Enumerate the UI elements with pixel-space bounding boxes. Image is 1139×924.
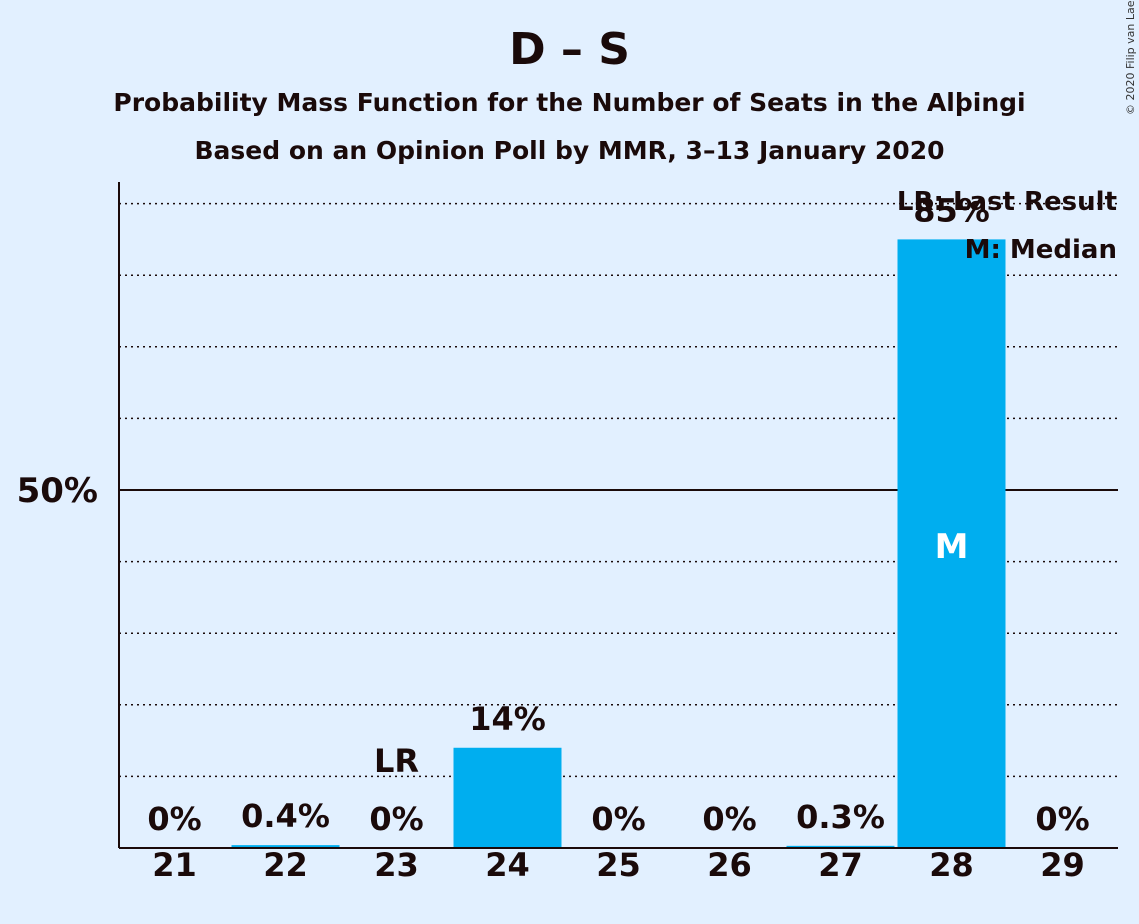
data-label-25: 0% [591, 800, 645, 838]
x-tick-label-28: 28 [929, 846, 974, 884]
legend-entry: M: Median [965, 235, 1117, 265]
data-label-21: 0% [147, 800, 201, 838]
data-label-29: 0% [1035, 800, 1089, 838]
chart-title: D – S [509, 24, 630, 75]
x-tick-label-26: 26 [707, 846, 752, 884]
y-tick-label: 50% [17, 471, 98, 511]
last-result-marker: LR [374, 742, 419, 780]
data-label-23: 0% [369, 800, 423, 838]
chart-source-line: Based on an Opinion Poll by MMR, 3–13 Ja… [194, 136, 945, 165]
median-marker: M [935, 527, 969, 567]
x-tick-label-29: 29 [1040, 846, 1085, 884]
data-label-22: 0.4% [241, 797, 330, 835]
bar-22 [231, 845, 340, 848]
data-label-26: 0% [702, 800, 756, 838]
x-tick-label-22: 22 [263, 846, 308, 884]
x-tick-label-23: 23 [374, 846, 419, 884]
data-label-28: 85% [913, 191, 990, 229]
x-tick-label-24: 24 [485, 846, 530, 884]
legend-entry: LR: Last Result [897, 187, 1117, 217]
x-tick-label-27: 27 [818, 846, 863, 884]
bar-27 [786, 845, 895, 848]
data-label-24: 14% [469, 700, 546, 738]
bar-24 [453, 747, 562, 848]
x-tick-label-25: 25 [596, 846, 641, 884]
bar-28 [897, 239, 1006, 848]
data-label-27: 0.3% [796, 798, 885, 836]
x-tick-label-21: 21 [152, 846, 197, 884]
chart-subtitle: Probability Mass Function for the Number… [113, 88, 1026, 117]
